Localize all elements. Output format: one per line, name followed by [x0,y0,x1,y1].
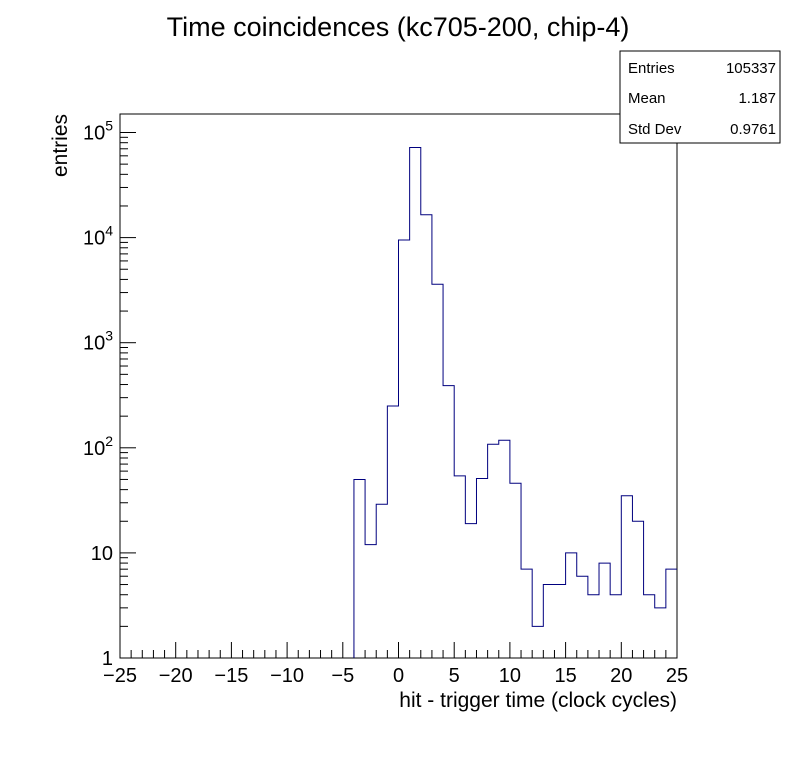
stats-box: Entries 105337 Mean 1.187 Std Dev 0.9761 [619,50,781,144]
y-tick-label: 102 [83,433,113,460]
x-axis-tick-labels: −25 −20 −15 −10 −5 0 5 10 15 20 25 [103,665,688,687]
histogram-bin [410,148,421,658]
x-tick-label: −5 [331,665,354,687]
histogram-bin [655,608,666,658]
histogram-bin [421,215,432,658]
histogram-bin [666,569,677,658]
histogram-bin [532,626,543,658]
x-tick-label: 25 [666,665,688,687]
x-tick-label: −25 [103,665,137,687]
histogram-bin [588,595,599,658]
x-tick-label: −10 [270,665,304,687]
y-axis-ticks [120,132,136,659]
x-axis-title: hit - trigger time (clock cycles) [399,689,677,712]
histogram-bin [443,386,454,658]
histogram-bin [543,585,554,658]
chart-title: Time coincidences (kc705-200, chip-4) [167,12,630,42]
y-tick-label: 104 [83,223,113,250]
histogram-bin [499,440,510,658]
stats-stddev-label: Std Dev [628,121,682,138]
x-tick-label: 10 [499,665,521,687]
x-tick-label: −15 [214,665,248,687]
y-axis-tick-labels: 1 10 102 103 104 105 [83,118,113,670]
x-axis-ticks [119,642,678,658]
stats-box-frame [619,50,781,144]
x-tick-label: 20 [610,665,632,687]
histogram-bin [554,585,565,658]
histogram-bin [376,504,387,658]
histogram-bin [387,406,398,658]
histogram-bin [399,240,410,658]
histogram-bin [632,521,643,658]
x-tick-label: −20 [159,665,193,687]
histogram-bin [599,563,610,658]
histogram-bin [566,553,577,658]
histogram-bin [610,595,621,658]
y-axis-title: entries [49,114,72,177]
histogram-bin [577,576,588,658]
stats-entries-value: 105337 [726,60,776,77]
stats-stddev-value: 0.9761 [730,121,776,138]
histogram-bin [521,569,532,658]
histogram-series-line [353,147,677,658]
y-tick-label: 105 [83,118,113,145]
histogram-bin [476,479,487,658]
histogram-bin [432,284,443,658]
stats-mean-label: Mean [628,90,666,107]
histogram-bin [354,479,365,658]
histogram-bin [465,524,476,658]
x-tick-label: 15 [554,665,576,687]
y-tick-label: 10 [91,543,113,565]
stats-mean-value: 1.187 [738,90,776,107]
histogram-bin [454,476,465,658]
histogram-bin [488,444,499,658]
histogram-bin [365,545,376,658]
x-tick-label: 5 [449,665,460,687]
y-tick-label: 1 [102,648,113,670]
histogram-bin [510,483,521,658]
histogram-bin [644,595,655,658]
y-tick-label: 103 [83,328,113,355]
histogram-bin [621,496,632,658]
x-tick-label: 0 [393,665,404,687]
stats-entries-label: Entries [628,60,675,77]
